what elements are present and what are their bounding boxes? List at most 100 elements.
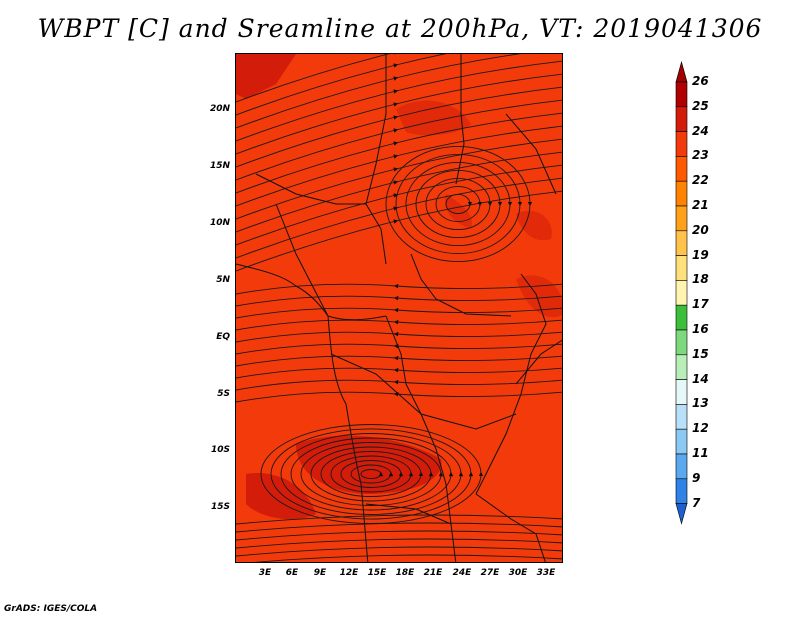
streamline (290, 437, 454, 511)
lat-label-eq: EQ (216, 332, 230, 342)
streamline (435, 185, 483, 223)
colorbar-level-label: 21 (692, 198, 709, 212)
coastlines-and-borders (236, 54, 562, 562)
streamline (236, 54, 447, 116)
streamline (236, 379, 562, 391)
streamline (236, 295, 562, 307)
colorbar-swatch (675, 304, 688, 331)
streamline (236, 190, 562, 272)
chart-title: WBPT [C] and Sreamline at 200hPa, VT: 20… (37, 14, 763, 43)
streamline (253, 554, 562, 562)
lat-label-5n: 5N (216, 275, 230, 285)
streamline (350, 464, 394, 484)
colorbar-bottom-arrow (675, 503, 688, 525)
colorbar-swatch (675, 453, 688, 480)
streamline (236, 60, 562, 142)
streamline (330, 455, 414, 493)
streamline (236, 546, 562, 557)
lat-label-10s: 10S (210, 445, 230, 455)
streamline (236, 514, 562, 525)
lat-label-15s: 15S (210, 502, 230, 512)
colorbar-swatch (675, 428, 688, 455)
colorbar-swatch (675, 131, 688, 157)
streamline (300, 442, 444, 506)
streamline (236, 164, 562, 246)
streamline (236, 522, 562, 533)
colorbar-level-label: 7 (692, 495, 701, 510)
colorbar (675, 60, 688, 525)
streamline (425, 177, 493, 231)
lon-label-27e: 27E (480, 568, 500, 578)
colorbar-level-label: 14 (692, 371, 709, 386)
lon-label-6e: 6E (285, 568, 299, 578)
colorbar-swatch (675, 255, 688, 281)
streamline (236, 125, 562, 207)
streamline (236, 367, 562, 379)
colorbar-level-label: 13 (692, 396, 709, 411)
lon-label-3e: 3E (258, 568, 272, 578)
streamline (405, 161, 513, 247)
colorbar-swatch (675, 379, 688, 405)
streamline (236, 319, 562, 331)
lat-label-15n: 15N (209, 161, 230, 171)
colorbar-level-label: 18 (692, 272, 709, 287)
streamline (415, 170, 503, 238)
streamline (236, 54, 522, 129)
streamline (236, 355, 562, 367)
streamline (280, 433, 464, 515)
streamline (236, 112, 562, 194)
lon-label-18e: 18E (395, 568, 415, 578)
streamline (236, 99, 562, 181)
colorbar-level-label: 22 (692, 173, 709, 188)
colorbar-top-arrow (675, 60, 688, 83)
colorbar-swatch (675, 106, 688, 132)
lon-label-12e: 12E (339, 568, 359, 578)
colorbar-level-label: 17 (692, 297, 709, 312)
colorbar-level-label: 11 (692, 446, 709, 460)
streamlines (236, 54, 562, 562)
colorbar-level-label: 19 (692, 247, 709, 262)
colorbar-level-label: 16 (692, 322, 709, 336)
streamline (236, 73, 562, 155)
streamline (236, 530, 562, 541)
colorbar-swatch (675, 180, 688, 207)
lon-label-33e: 33E (536, 568, 556, 578)
streamline (320, 451, 424, 497)
streamline (270, 428, 474, 520)
streamline (236, 331, 562, 343)
lon-label-21e: 21E (423, 568, 443, 578)
lon-label-15e: 15E (367, 568, 387, 578)
colorbar-swatch (675, 404, 688, 430)
streamline (236, 307, 562, 319)
lon-label-9e: 9E (313, 568, 327, 578)
colorbar-level-label: 24 (692, 123, 709, 138)
colorbar-swatch (675, 230, 688, 256)
colorbar-level-label: 26 (692, 74, 709, 88)
lat-label-10n: 10N (209, 218, 230, 228)
colorbar-swatch (675, 478, 688, 504)
lon-label-24e: 24E (452, 568, 472, 578)
streamline (236, 86, 562, 168)
colorbar-swatch (675, 156, 688, 182)
lat-label-5s: 5S (217, 389, 230, 399)
streamline (260, 424, 484, 524)
lon-label-30e: 30E (508, 568, 528, 578)
streamline (395, 153, 523, 255)
streamline (340, 460, 404, 488)
streamline (360, 469, 384, 479)
streamline (236, 343, 562, 355)
colorbar-swatch (675, 81, 688, 108)
colorbar-swatch (675, 329, 688, 356)
colorbar-level-label: 15 (692, 346, 709, 361)
colorbar-level-label: 12 (692, 421, 709, 436)
streamline (236, 54, 399, 103)
colorbar-level-label: 20 (692, 222, 709, 237)
streamline (236, 151, 562, 233)
lat-label-20n: 20N (209, 104, 230, 114)
colorbar-level-label: 9 (692, 470, 701, 485)
colorbar-level-label: 23 (692, 148, 709, 163)
map-panel (235, 53, 563, 563)
streamline (310, 446, 434, 502)
streamline (236, 283, 562, 295)
streamline (385, 145, 533, 263)
